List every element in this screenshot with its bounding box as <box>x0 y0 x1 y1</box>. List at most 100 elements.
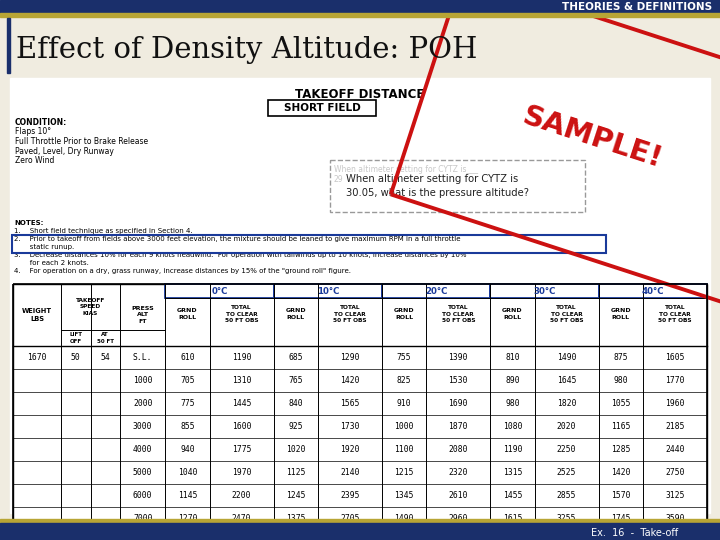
Text: 755: 755 <box>397 353 411 362</box>
Bar <box>0 523 720 540</box>
Text: 2200: 2200 <box>232 491 251 500</box>
Text: NOTES:: NOTES: <box>14 220 43 226</box>
Text: SAMPLE!: SAMPLE! <box>519 102 667 174</box>
Text: 1870: 1870 <box>449 422 468 431</box>
Text: 1.    Short field technique as specified in Section 4.: 1. Short field technique as specified in… <box>14 228 193 234</box>
Text: 1420: 1420 <box>611 468 631 477</box>
Text: 29: 29 <box>334 175 343 184</box>
Text: 2185: 2185 <box>665 422 685 431</box>
Text: for each 2 knots.: for each 2 knots. <box>14 260 89 266</box>
Bar <box>330 160 585 212</box>
Text: 1745: 1745 <box>611 514 631 523</box>
Text: 810: 810 <box>505 353 520 362</box>
Text: 1145: 1145 <box>178 491 197 500</box>
Text: 1960: 1960 <box>665 399 685 408</box>
Text: 0°C: 0°C <box>212 287 228 295</box>
Text: 2080: 2080 <box>449 445 468 454</box>
Text: 2800: 2800 <box>232 537 251 540</box>
Bar <box>599 284 707 298</box>
Text: 1245: 1245 <box>286 491 305 500</box>
Text: 855: 855 <box>180 422 195 431</box>
Text: Effect of Density Altitude: POH: Effect of Density Altitude: POH <box>16 36 477 64</box>
Bar <box>274 284 382 298</box>
Text: GRND
ROLL: GRND ROLL <box>502 308 523 320</box>
Text: 20°C: 20°C <box>425 287 447 295</box>
Bar <box>0 0 720 13</box>
Text: 1040: 1040 <box>178 468 197 477</box>
Bar <box>0 519 720 523</box>
Text: 890: 890 <box>505 376 520 385</box>
Text: GRND
ROLL: GRND ROLL <box>177 308 198 320</box>
Text: 1525: 1525 <box>286 537 305 540</box>
Bar <box>382 284 490 298</box>
Text: 4.    For operation on a dry, grass runway, increase distances by 15% of the "gr: 4. For operation on a dry, grass runway,… <box>14 268 351 274</box>
Text: 8000: 8000 <box>133 537 153 540</box>
Text: 1455: 1455 <box>503 491 522 500</box>
Text: 1445: 1445 <box>232 399 251 408</box>
Text: When altimeter setting for CYTZ is: When altimeter setting for CYTZ is <box>346 174 518 184</box>
Text: 1565: 1565 <box>341 399 360 408</box>
Text: 1290: 1290 <box>341 353 360 362</box>
Text: 1375: 1375 <box>286 514 305 523</box>
Text: 1165: 1165 <box>611 422 631 431</box>
Text: Flaps 10°: Flaps 10° <box>15 127 51 137</box>
Text: 910: 910 <box>397 399 411 408</box>
Text: 1100: 1100 <box>395 445 414 454</box>
Text: 1820: 1820 <box>557 399 576 408</box>
Text: 40°C: 40°C <box>642 287 664 295</box>
Text: 875: 875 <box>613 353 628 362</box>
Text: 1770: 1770 <box>665 376 685 385</box>
Text: LIFT
OFF: LIFT OFF <box>69 333 82 343</box>
Text: 2320: 2320 <box>449 468 468 477</box>
Text: 1570: 1570 <box>611 491 631 500</box>
Text: 1310: 1310 <box>232 376 251 385</box>
Text: 980: 980 <box>505 399 520 408</box>
Text: TAKEOFF
SPEED
KIAS: TAKEOFF SPEED KIAS <box>76 298 105 316</box>
Text: GRND
ROLL: GRND ROLL <box>611 308 631 320</box>
Text: S.L.: S.L. <box>133 353 153 362</box>
Text: 1795: 1795 <box>503 537 522 540</box>
Bar <box>120 530 166 540</box>
Text: 1390: 1390 <box>449 353 468 362</box>
Text: 1940: 1940 <box>611 537 631 540</box>
Text: SHORT FIELD: SHORT FIELD <box>284 103 361 113</box>
Text: 925: 925 <box>289 422 303 431</box>
Text: TOTAL
TO CLEAR
50 FT OBS: TOTAL TO CLEAR 50 FT OBS <box>550 305 583 323</box>
Text: TOTAL
TO CLEAR
50 FT OBS: TOTAL TO CLEAR 50 FT OBS <box>225 305 258 323</box>
Text: 2140: 2140 <box>341 468 360 477</box>
Text: 4195: 4195 <box>665 537 685 540</box>
Text: 610: 610 <box>180 353 195 362</box>
Bar <box>13 284 707 540</box>
Bar <box>268 100 376 116</box>
Text: 1190: 1190 <box>503 445 522 454</box>
Text: THEORIES & DEFINITIONS: THEORIES & DEFINITIONS <box>562 2 712 12</box>
Text: 10°C: 10°C <box>317 287 339 295</box>
Text: 2705: 2705 <box>341 514 360 523</box>
Bar <box>0 13 720 17</box>
Text: 3.    Decrease distances 10% for each 9 knots headwind.  For operation with tail: 3. Decrease distances 10% for each 9 kno… <box>14 252 467 258</box>
Text: Paved, Level, Dry Runway: Paved, Level, Dry Runway <box>15 146 114 156</box>
Text: 1125: 1125 <box>286 468 305 477</box>
Text: 1270: 1270 <box>178 514 197 523</box>
Text: 980: 980 <box>613 376 628 385</box>
Text: TOTAL
TO CLEAR
50 FT OBS: TOTAL TO CLEAR 50 FT OBS <box>333 305 366 323</box>
Text: Full Throttle Prior to Brake Release: Full Throttle Prior to Brake Release <box>15 137 148 146</box>
Text: Ex.  16  -  Take-off: Ex. 16 - Take-off <box>591 528 678 538</box>
Text: AT
50 FT: AT 50 FT <box>96 333 114 343</box>
Text: TOTAL
TO CLEAR
50 FT OBS: TOTAL TO CLEAR 50 FT OBS <box>658 305 692 323</box>
Text: 3765: 3765 <box>557 537 576 540</box>
Text: 2.    Prior to takeoff from fields above 3000 feet elevation, the mixture should: 2. Prior to takeoff from fields above 30… <box>14 236 461 242</box>
Text: 3395: 3395 <box>449 537 468 540</box>
Text: 825: 825 <box>397 376 411 385</box>
Text: 1215: 1215 <box>395 468 414 477</box>
Text: PRESS
ALT
FT: PRESS ALT FT <box>131 306 154 323</box>
Text: 1775: 1775 <box>232 445 251 454</box>
Bar <box>490 284 599 298</box>
Text: WEIGHT
LBS: WEIGHT LBS <box>22 308 52 322</box>
Bar <box>13 284 707 540</box>
Text: 3590: 3590 <box>665 514 685 523</box>
Text: 30.05, what is the pressure altitude?: 30.05, what is the pressure altitude? <box>346 188 529 198</box>
Text: 50: 50 <box>71 353 81 362</box>
Text: 1730: 1730 <box>341 422 360 431</box>
Text: GRND
ROLL: GRND ROLL <box>394 308 415 320</box>
